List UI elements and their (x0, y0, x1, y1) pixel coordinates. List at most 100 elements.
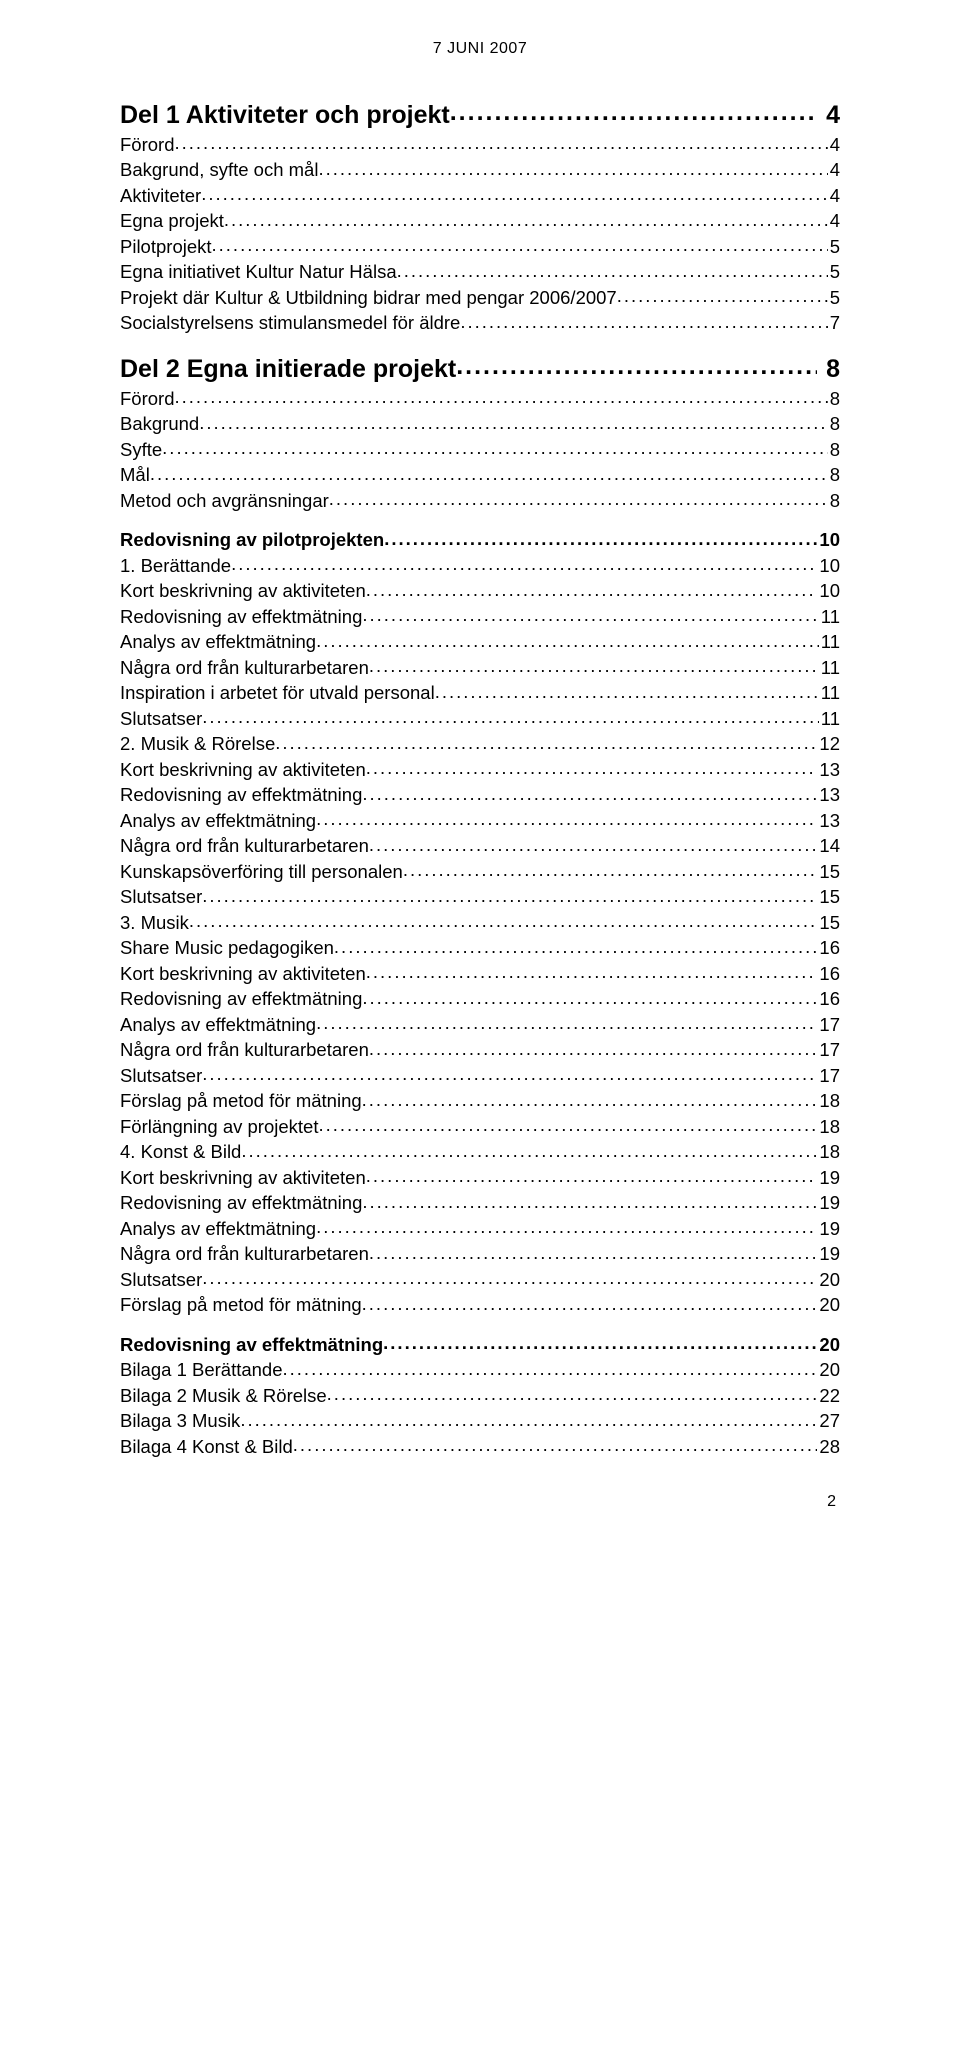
toc-leader-dots (318, 158, 827, 177)
toc-entry[interactable]: Bilaga 2 Musik & Rörelse 22 (120, 1383, 840, 1407)
toc-entry[interactable]: Aktiviteter4 (120, 183, 840, 207)
toc-page-spacer (817, 101, 824, 130)
toc-entry[interactable]: Analys av effektmätning17 (120, 1012, 840, 1036)
toc-leader-dots (329, 488, 828, 507)
toc-leader-dots (362, 1089, 818, 1108)
toc-entry[interactable]: Inspiration i arbetet för utvald persona… (120, 681, 840, 705)
toc-entry[interactable]: 2. Musik & Rörelse12 (120, 732, 840, 756)
toc-entry-page: 11 (819, 682, 840, 704)
toc-entry[interactable]: Bilaga 1 Berättande20 (120, 1358, 840, 1382)
toc-entry[interactable]: Förslag på metod för mätning20 (120, 1293, 840, 1317)
toc-entry[interactable]: Redovisning av effektmätning20 (120, 1332, 840, 1356)
toc-entry-label: Redovisning av effektmätning (120, 784, 362, 806)
toc-entry-label: Bilaga 2 Musik & Rörelse (120, 1385, 327, 1407)
toc-entry-page: 19 (817, 1243, 840, 1265)
toc-entry-page: 4 (828, 134, 840, 156)
toc-entry[interactable]: Del 1 Aktiviteter och projekt 4 (120, 98, 840, 130)
toc-leader-dots (369, 1242, 818, 1261)
toc-entry-label: Inspiration i arbetet för utvald persona… (120, 682, 435, 704)
toc-entry[interactable]: Projekt där Kultur & Utbildning bidrar m… (120, 285, 840, 309)
toc-entry-label: Kort beskrivning av aktiviteten (120, 759, 366, 781)
toc-entry[interactable]: Kort beskrivning av aktiviteten10 (120, 579, 840, 603)
toc-entry-page: 22 (817, 1385, 840, 1407)
toc-entry[interactable]: Förlängning av projektet18 (120, 1114, 840, 1138)
toc-entry-page: 20 (817, 1294, 840, 1316)
toc-leader-dots (318, 1114, 817, 1133)
toc-entry-label: 2. Musik & Rörelse (120, 733, 275, 755)
toc-entry-page: 16 (817, 937, 840, 959)
toc-entry[interactable]: Bakgrund8 (120, 412, 840, 436)
toc-entry[interactable]: Kort beskrivning av aktiviteten16 (120, 961, 840, 985)
toc-leader-dots (202, 706, 819, 725)
toc-entry-page: 19 (817, 1167, 840, 1189)
toc-entry[interactable]: Analys av effektmätning11 (120, 630, 840, 654)
toc-entry[interactable]: Share Music pedagogiken16 (120, 936, 840, 960)
toc-entry[interactable]: Förslag på metod för mätning18 (120, 1089, 840, 1113)
toc-entry[interactable]: Förord4 (120, 132, 840, 156)
toc-leader-dots (456, 352, 817, 377)
toc-entry-page: 17 (817, 1039, 840, 1061)
toc-entry-label: Bilaga 1 Berättande (120, 1359, 283, 1381)
toc-entry[interactable]: Slutsatser17 (120, 1063, 840, 1087)
toc-entry[interactable]: Analys av effektmätning19 (120, 1216, 840, 1240)
toc-leader-dots (316, 630, 819, 649)
toc-entry[interactable]: Mål8 (120, 463, 840, 487)
toc-entry-page: 10 (817, 529, 840, 551)
toc-entry-label: Slutsatser (120, 1269, 202, 1291)
toc-entry[interactable]: Redovisning av effektmätning11 (120, 604, 840, 628)
toc-entry-page: 14 (817, 835, 840, 857)
toc-entry[interactable]: Några ord från kulturarbetaren11 (120, 655, 840, 679)
toc-entry[interactable]: Analys av effektmätning13 (120, 808, 840, 832)
toc-entry[interactable]: Redovisning av pilotprojekten10 (120, 528, 840, 552)
toc-entry-page: 4 (824, 101, 840, 130)
toc-entry[interactable]: Del 2 Egna initierade projekt 8 (120, 352, 840, 384)
toc-entry-label: Mål (120, 464, 150, 486)
toc-leader-dots (383, 1332, 817, 1351)
toc-entry[interactable]: Några ord från kulturarbetaren19 (120, 1242, 840, 1266)
toc-entry[interactable]: Bakgrund, syfte och mål4 (120, 158, 840, 182)
toc-entry-page: 8 (828, 490, 840, 512)
toc-entry-label: Socialstyrelsens stimulansmedel för äldr… (120, 312, 460, 334)
toc-entry[interactable]: Redovisning av effektmätning19 (120, 1191, 840, 1215)
toc-leader-dots (316, 1012, 817, 1031)
toc-entry[interactable]: Kort beskrivning av aktiviteten13 (120, 757, 840, 781)
toc-entry-label: Några ord från kulturarbetaren (120, 835, 369, 857)
toc-entry[interactable]: 1. Berättande10 (120, 553, 840, 577)
toc-entry[interactable]: Egna projekt4 (120, 209, 840, 233)
toc-entry[interactable]: Förord8 (120, 386, 840, 410)
toc-entry[interactable]: Slutsatser 20 (120, 1267, 840, 1291)
toc-entry[interactable]: 4. Konst & Bild18 (120, 1140, 840, 1164)
toc-leader-dots (327, 1383, 818, 1402)
toc-entry[interactable]: Slutsatser15 (120, 885, 840, 909)
toc-entry-label: Analys av effektmätning (120, 631, 316, 653)
toc-entry-label: Egna initiativet Kultur Natur Hälsa (120, 261, 397, 283)
toc-entry-page: 11 (819, 657, 840, 679)
toc-entry[interactable]: Slutsatser11 (120, 706, 840, 730)
toc-entry[interactable]: Bilaga 3 Musik27 (120, 1409, 840, 1433)
toc-entry[interactable]: Kort beskrivning av aktiviteten19 (120, 1165, 840, 1189)
toc-leader-dots (162, 437, 828, 456)
toc-entry[interactable]: 3. Musik15 (120, 910, 840, 934)
toc-leader-dots (450, 98, 817, 123)
toc-entry[interactable]: Kunskapsöverföring till personalen15 (120, 859, 840, 883)
toc-entry[interactable]: Syfte8 (120, 437, 840, 461)
toc-leader-dots (316, 808, 817, 827)
toc-entry-label: Kort beskrivning av aktiviteten (120, 580, 366, 602)
toc-entry-page: 5 (828, 236, 840, 258)
toc-entry[interactable]: Metod och avgränsningar8 (120, 488, 840, 512)
toc-leader-dots (202, 1267, 817, 1286)
toc-entry[interactable]: Redovisning av effektmätning13 (120, 783, 840, 807)
toc-entry-page: 20 (817, 1269, 840, 1291)
toc-entry-label: Bakgrund, syfte och mål (120, 159, 318, 181)
toc-leader-dots (275, 732, 817, 751)
toc-entry[interactable]: Bilaga 4 Konst & Bild28 (120, 1434, 840, 1458)
toc-entry[interactable]: Några ord från kulturarbetaren 14 (120, 834, 840, 858)
toc-entry[interactable]: Pilotprojekt5 (120, 234, 840, 258)
toc-entry[interactable]: Några ord från kulturarbetaren17 (120, 1038, 840, 1062)
toc-entry[interactable]: Socialstyrelsens stimulansmedel för äldr… (120, 311, 840, 335)
toc-entry[interactable]: Redovisning av effektmätning16 (120, 987, 840, 1011)
toc-entry[interactable]: Egna initiativet Kultur Natur Hälsa5 (120, 260, 840, 284)
toc-entry-page: 8 (828, 439, 840, 461)
toc-leader-dots (231, 553, 817, 572)
toc-entry-label: Bakgrund (120, 413, 199, 435)
